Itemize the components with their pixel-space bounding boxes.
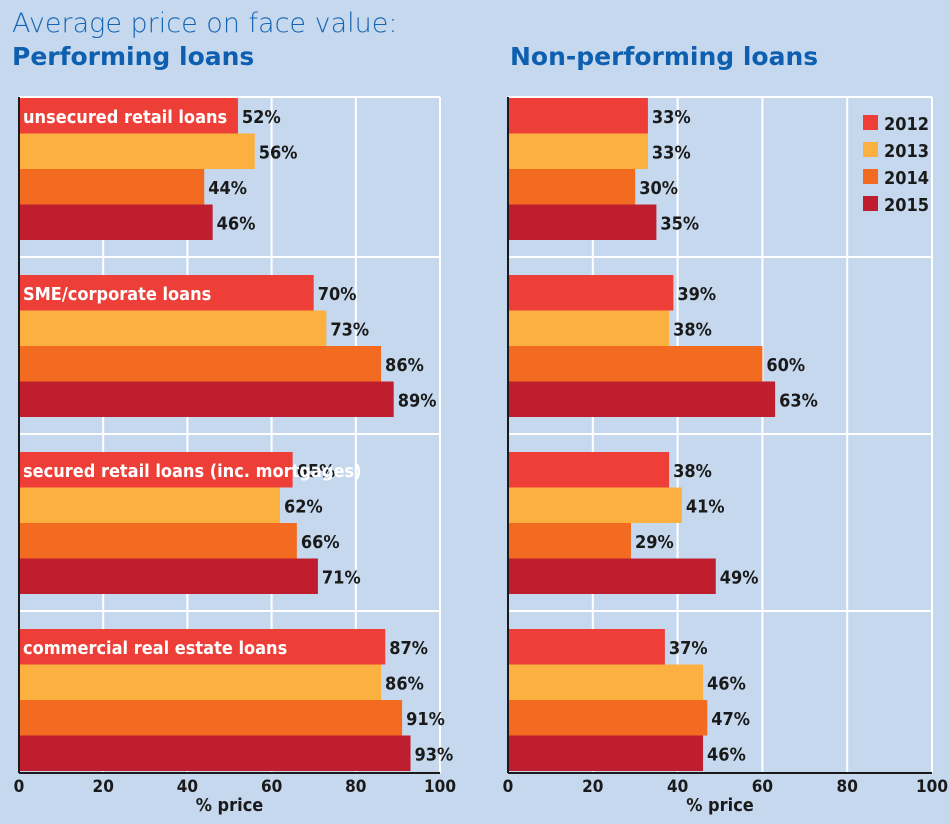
legend-swatch <box>863 169 878 184</box>
non-performing-bar <box>508 381 776 417</box>
non-performing-bar <box>508 275 674 311</box>
non-performing-x-tick-label: 60 <box>752 777 773 797</box>
category-label: commercial real estate loans <box>23 638 287 659</box>
performing-x-tick-label: 20 <box>93 777 114 797</box>
legend-label: 2012 <box>884 114 929 135</box>
non-performing-data-label: 49% <box>720 567 759 588</box>
performing-bar <box>19 275 314 311</box>
panel-title-performing: Performing loans <box>12 42 255 71</box>
non-performing-data-label: 33% <box>652 107 691 128</box>
performing-data-label: 91% <box>406 709 445 730</box>
performing-bar <box>19 452 293 488</box>
non-performing-data-label: 33% <box>652 142 691 163</box>
non-performing-x-tick-label: 100 <box>916 777 948 797</box>
non-performing-data-label: 46% <box>707 744 746 765</box>
performing-data-label: 87% <box>389 638 428 659</box>
performing-x-tick-label: 80 <box>345 777 366 797</box>
performing-bar <box>19 523 297 559</box>
category-label: SME/corporate loans <box>23 284 211 305</box>
performing-bar <box>19 558 318 594</box>
non-performing-x-axis-label: % price <box>686 795 754 816</box>
non-performing-x-tick-label: 0 <box>503 777 514 797</box>
non-performing-data-label: 38% <box>673 461 712 482</box>
performing-x-tick-label: 60 <box>261 777 282 797</box>
non-performing-bar <box>508 98 648 134</box>
non-performing-data-label: 47% <box>711 709 750 730</box>
category-label: secured retail loans (inc. mortgages) <box>23 461 361 482</box>
panel-title-non-performing: Non-performing loans <box>510 42 819 71</box>
legend-label: 2014 <box>884 168 929 189</box>
non-performing-bar <box>508 452 670 488</box>
performing-data-label: 52% <box>242 107 281 128</box>
non-performing-bar <box>508 346 763 382</box>
legend-swatch <box>863 196 878 211</box>
performing-bar <box>19 204 213 240</box>
performing-data-label: 56% <box>259 142 298 163</box>
non-performing-bar <box>508 664 704 700</box>
performing-data-label: 71% <box>322 567 361 588</box>
non-performing-bar <box>508 487 682 523</box>
non-performing-data-label: 63% <box>779 390 818 411</box>
chart-title: Average price on face value: <box>12 8 398 39</box>
non-performing-data-label: 39% <box>677 284 716 305</box>
non-performing-x-tick-label: 80 <box>837 777 858 797</box>
performing-data-label: 70% <box>318 284 357 305</box>
non-performing-bar <box>508 204 657 240</box>
performing-bar <box>19 346 382 382</box>
non-performing-data-label: 46% <box>707 673 746 694</box>
non-performing-data-label: 60% <box>766 355 805 376</box>
performing-bar <box>19 700 403 736</box>
performing-data-label: 62% <box>284 496 323 517</box>
legend-swatch <box>863 142 878 157</box>
performing-data-label: 86% <box>385 355 424 376</box>
performing-data-label: 73% <box>330 319 369 340</box>
legend-label: 2015 <box>884 195 929 216</box>
non-performing-bar <box>508 523 631 559</box>
non-performing-x-tick-label: 40 <box>667 777 688 797</box>
performing-x-tick-label: 100 <box>424 777 456 797</box>
performing-bar <box>19 310 327 346</box>
performing-bar <box>19 487 281 523</box>
performing-bar <box>19 133 255 169</box>
performing-data-label: 65% <box>297 461 336 482</box>
performing-bar <box>19 381 394 417</box>
non-performing-data-label: 38% <box>673 319 712 340</box>
non-performing-data-label: 41% <box>686 496 725 517</box>
non-performing-bar <box>508 700 708 736</box>
performing-bar <box>19 735 411 771</box>
performing-data-label: 44% <box>208 178 247 199</box>
non-performing-data-label: 29% <box>635 532 674 553</box>
performing-data-label: 66% <box>301 532 340 553</box>
performing-bar <box>19 98 238 134</box>
performing-data-label: 93% <box>415 744 454 765</box>
non-performing-bar <box>508 558 716 594</box>
performing-data-label: 86% <box>385 673 424 694</box>
performing-x-tick-label: 40 <box>177 777 198 797</box>
non-performing-bar <box>508 133 648 169</box>
non-performing-x-tick-label: 20 <box>582 777 603 797</box>
non-performing-bar <box>508 169 636 205</box>
performing-x-axis-label: % price <box>196 795 264 816</box>
non-performing-bar <box>508 629 665 665</box>
non-performing-bar <box>508 310 670 346</box>
performing-x-tick-label: 0 <box>14 777 25 797</box>
non-performing-bar <box>508 735 704 771</box>
category-label: unsecured retail loans <box>23 107 227 128</box>
legend-swatch <box>863 115 878 130</box>
non-performing-data-label: 37% <box>669 638 708 659</box>
performing-bar <box>19 169 205 205</box>
performing-bar <box>19 664 382 700</box>
non-performing-data-label: 35% <box>660 213 699 234</box>
performing-data-label: 46% <box>217 213 256 234</box>
performing-data-label: 89% <box>398 390 437 411</box>
legend-label: 2013 <box>884 141 929 162</box>
performing-bar <box>19 629 386 665</box>
non-performing-data-label: 30% <box>639 178 678 199</box>
